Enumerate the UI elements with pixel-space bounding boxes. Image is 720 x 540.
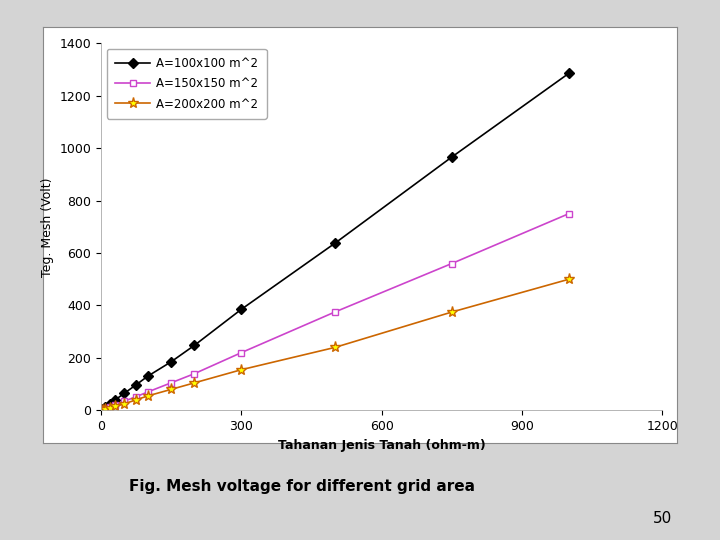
Text: 50: 50: [653, 511, 672, 526]
A=200x200 m^2: [564, 276, 573, 282]
A=100x100 m^2: [101, 404, 110, 410]
A=200x200 m^2: [143, 393, 152, 399]
A=100x100 m^2: [564, 70, 573, 77]
A=150x150 m^2: [106, 403, 114, 410]
A=100x100 m^2: [190, 342, 199, 349]
A=200x200 m^2: [448, 309, 456, 315]
A=200x200 m^2: [120, 401, 129, 407]
A=100x100 m^2: [120, 390, 129, 396]
A=100x100 m^2: [106, 400, 114, 407]
A=150x150 m^2: [101, 406, 110, 412]
A=150x150 m^2: [132, 394, 140, 400]
Legend: A=100x100 m^2, A=150x150 m^2, A=200x200 m^2: A=100x100 m^2, A=150x150 m^2, A=200x200 …: [107, 49, 266, 119]
A=200x200 m^2: [132, 397, 140, 403]
A=100x100 m^2: [132, 382, 140, 388]
A=100x100 m^2: [448, 154, 456, 160]
A=100x100 m^2: [111, 397, 120, 403]
X-axis label: Tahanan Jenis Tanah (ohm-m): Tahanan Jenis Tanah (ohm-m): [278, 438, 485, 451]
Text: Fig. Mesh voltage for different grid area: Fig. Mesh voltage for different grid are…: [130, 478, 475, 494]
A=100x100 m^2: [237, 306, 246, 313]
Line: A=200x200 m^2: A=200x200 m^2: [96, 274, 575, 416]
Y-axis label: Teg. Mesh (Volt): Teg. Mesh (Volt): [40, 177, 54, 276]
A=200x200 m^2: [237, 367, 246, 373]
A=200x200 m^2: [101, 406, 110, 413]
A=200x200 m^2: [111, 403, 120, 410]
A=150x150 m^2: [190, 370, 199, 377]
A=150x150 m^2: [330, 309, 339, 315]
A=200x200 m^2: [106, 404, 114, 411]
A=150x150 m^2: [120, 398, 129, 404]
A=100x100 m^2: [97, 407, 106, 413]
A=150x150 m^2: [237, 349, 246, 356]
A=150x150 m^2: [167, 380, 176, 386]
A=100x100 m^2: [99, 406, 107, 412]
A=150x150 m^2: [448, 260, 456, 267]
A=150x150 m^2: [143, 389, 152, 395]
A=100x100 m^2: [330, 240, 339, 247]
A=150x150 m^2: [99, 406, 107, 413]
A=200x200 m^2: [167, 386, 176, 393]
Line: A=100x100 m^2: A=100x100 m^2: [98, 70, 572, 414]
A=100x100 m^2: [167, 359, 176, 365]
A=200x200 m^2: [97, 407, 106, 414]
A=150x150 m^2: [564, 211, 573, 217]
A=150x150 m^2: [111, 402, 120, 408]
Line: A=150x150 m^2: A=150x150 m^2: [98, 210, 572, 414]
A=200x200 m^2: [190, 380, 199, 386]
A=100x100 m^2: [143, 373, 152, 380]
A=200x200 m^2: [99, 407, 107, 413]
A=200x200 m^2: [330, 344, 339, 350]
A=150x150 m^2: [97, 407, 106, 414]
